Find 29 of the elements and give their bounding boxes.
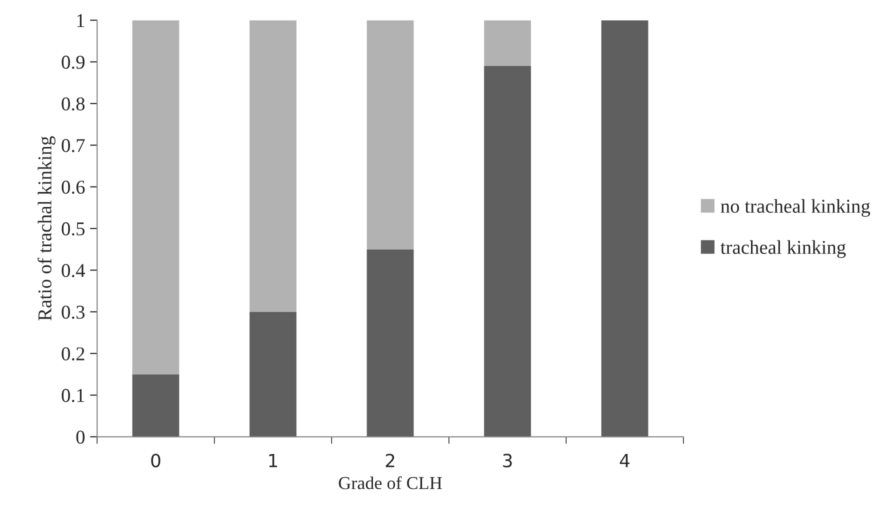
y-tick-label: 0.4 [62, 264, 86, 278]
x-tick-label: 3 [503, 454, 512, 468]
y-tick-label: 0.2 [62, 347, 84, 360]
x-axis-title: Grade of CLH [338, 476, 442, 490]
bar [366, 20, 414, 250]
legend-label: tracheal kinking [720, 240, 846, 258]
bar [132, 20, 180, 374]
bar [250, 312, 296, 437]
x-tick-label: 0 [151, 454, 160, 468]
x-tick-label: 4 [620, 454, 630, 468]
y-tick-label: 0.1 [62, 388, 84, 402]
y-axis-title: Ratio of trachal kinking [38, 136, 56, 321]
bar [132, 374, 180, 437]
y-tick-label: 0.6 [62, 180, 85, 194]
y-tick-label: 0.8 [62, 97, 85, 111]
legend-label: no tracheal kinking [720, 199, 870, 217]
x-tick-label: 2 [386, 454, 394, 468]
bar [366, 249, 414, 437]
y-tick-label: 1 [77, 14, 84, 27]
y-tick-label: 0.9 [62, 56, 85, 69]
x-tick-label: 1 [269, 454, 278, 468]
bar [601, 20, 648, 437]
bar [484, 20, 531, 66]
y-tick-label: 0.7 [62, 139, 85, 152]
bar [250, 20, 296, 312]
y-tick-label: 0.5 [62, 222, 85, 236]
y-tick-label: 0.3 [62, 306, 85, 319]
y-tick-label: 0 [76, 430, 85, 444]
bar [484, 66, 531, 437]
